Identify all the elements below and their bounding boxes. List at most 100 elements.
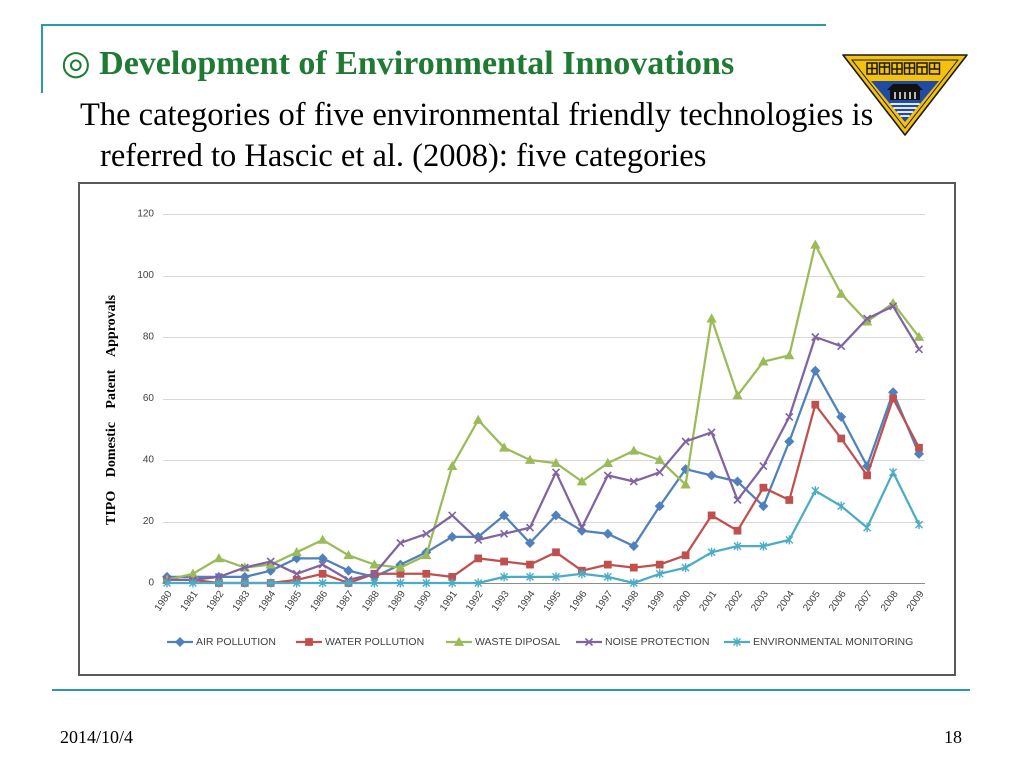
- data-point-noise-protection: [889, 302, 898, 311]
- data-point-air-pollution: [576, 525, 587, 536]
- data-point-noise-protection: [681, 437, 690, 446]
- data-point-air-pollution: [602, 528, 613, 539]
- series-line-waste-diposal: [165, 243, 921, 582]
- data-point-waste-diposal: [654, 454, 665, 464]
- data-point-noise-protection: [474, 535, 483, 544]
- data-point-environmental-monitoring: [344, 578, 353, 588]
- data-point-noise-protection: [655, 468, 664, 477]
- data-point-waste-diposal: [447, 460, 458, 470]
- y-tick-label: 60: [143, 393, 155, 404]
- data-point-noise-protection: [396, 538, 405, 548]
- legend-label: WASTE DIPOSAL: [475, 636, 561, 648]
- data-point-air-pollution: [499, 510, 510, 521]
- university-emblem-icon: [840, 52, 970, 138]
- gridlines: [163, 214, 925, 584]
- slide-title: ◎ Development of Environmental Innovatio…: [61, 45, 735, 82]
- data-point-noise-protection: [318, 560, 327, 569]
- series-line-water-pollution: [165, 397, 921, 585]
- y-axis-title: TIPO Domestic Patent Approvals: [104, 294, 119, 525]
- data-point-air-pollution: [654, 501, 665, 512]
- data-point-noise-protection: [629, 477, 638, 486]
- data-point-noise-protection: [214, 572, 223, 581]
- data-point-environmental-monitoring: [370, 578, 379, 588]
- y-tick-label: 80: [143, 332, 155, 343]
- footer-rule: [52, 689, 970, 691]
- data-point-environmental-monitoring: [915, 520, 923, 530]
- data-point-air-pollution: [343, 565, 354, 576]
- data-point-environmental-monitoring: [214, 578, 223, 588]
- data-point-waste-diposal: [758, 356, 769, 366]
- legend-marker: [453, 636, 465, 646]
- data-point-waste-diposal: [576, 476, 588, 486]
- data-point-water-pollution: [500, 557, 508, 566]
- data-point-noise-protection: [707, 428, 716, 437]
- data-point-noise-protection: [759, 462, 768, 471]
- legend-label: AIR POLLUTION: [196, 636, 276, 648]
- data-point-environmental-monitoring: [889, 467, 898, 477]
- series-environmental-monitoring: [163, 467, 923, 588]
- data-point-waste-diposal: [473, 414, 484, 424]
- legend-label: WATER POLLUTION: [325, 636, 424, 648]
- data-point-waste-diposal: [317, 534, 328, 544]
- data-point-water-pollution: [837, 434, 846, 443]
- data-point-environmental-monitoring: [526, 572, 534, 582]
- data-point-noise-protection: [525, 523, 535, 532]
- data-point-environmental-monitoring: [733, 541, 742, 551]
- header-rule: [42, 24, 826, 26]
- data-point-environmental-monitoring: [474, 578, 483, 588]
- data-point-air-pollution: [706, 470, 717, 481]
- data-point-environmental-monitoring: [422, 578, 431, 588]
- data-point-water-pollution: [422, 569, 431, 578]
- data-point-air-pollution: [628, 541, 639, 552]
- data-point-environmental-monitoring: [292, 578, 301, 588]
- data-point-air-pollution: [810, 365, 821, 376]
- y-tick-label: 40: [143, 455, 155, 466]
- data-point-environmental-monitoring: [759, 541, 768, 551]
- legend-item-waste-diposal: WASTE DIPOSAL: [446, 636, 561, 648]
- data-point-waste-diposal: [395, 562, 406, 572]
- legend-marker: [733, 637, 741, 647]
- body-text-line: The categories of five environmental fri…: [80, 97, 874, 133]
- data-point-waste-diposal: [836, 288, 847, 298]
- data-point-noise-protection: [370, 569, 379, 578]
- data-point-waste-diposal: [187, 568, 199, 578]
- data-point-water-pollution: [915, 443, 923, 452]
- data-point-noise-protection: [733, 495, 742, 505]
- legend-marker: [584, 637, 594, 647]
- data-point-waste-diposal: [421, 550, 432, 560]
- y-tick-label: 120: [137, 209, 154, 220]
- series-line-environmental-monitoring: [165, 471, 921, 585]
- data-point-water-pollution: [889, 394, 897, 403]
- data-point-environmental-monitoring: [681, 563, 690, 573]
- data-point-noise-protection: [863, 314, 872, 323]
- legend-marker: [174, 636, 186, 648]
- data-point-waste-diposal: [732, 390, 743, 400]
- data-point-environmental-monitoring: [448, 578, 457, 588]
- data-point-noise-protection: [500, 529, 509, 538]
- data-point-noise-protection: [914, 345, 924, 354]
- data-point-air-pollution: [913, 448, 925, 459]
- data-point-environmental-monitoring: [396, 578, 405, 588]
- data-point-waste-diposal: [498, 442, 510, 452]
- data-point-environmental-monitoring: [163, 578, 171, 588]
- data-point-noise-protection: [448, 511, 457, 520]
- data-point-environmental-monitoring: [603, 572, 612, 582]
- data-point-water-pollution: [655, 560, 664, 569]
- data-point-water-pollution: [681, 551, 690, 560]
- data-point-waste-diposal: [369, 559, 380, 569]
- data-point-waste-diposal: [680, 479, 691, 489]
- data-point-air-pollution: [550, 510, 562, 521]
- data-point-water-pollution: [629, 563, 638, 572]
- data-point-waste-diposal: [213, 553, 225, 563]
- data-point-noise-protection: [603, 471, 612, 480]
- legend: AIR POLLUTION WATER POLLUTION WASTE DIPOSA…: [167, 636, 913, 648]
- data-point-waste-diposal: [291, 547, 302, 557]
- data-point-environmental-monitoring: [552, 572, 560, 582]
- data-point-waste-diposal: [706, 313, 717, 323]
- series-line-noise-protection: [165, 305, 921, 582]
- data-point-environmental-monitoring: [655, 569, 664, 579]
- data-point-waste-diposal: [343, 550, 354, 560]
- data-point-noise-protection: [785, 412, 794, 421]
- legend-label: ENVIRONMENTAL MONITORING: [753, 636, 913, 648]
- data-point-environmental-monitoring: [500, 572, 509, 582]
